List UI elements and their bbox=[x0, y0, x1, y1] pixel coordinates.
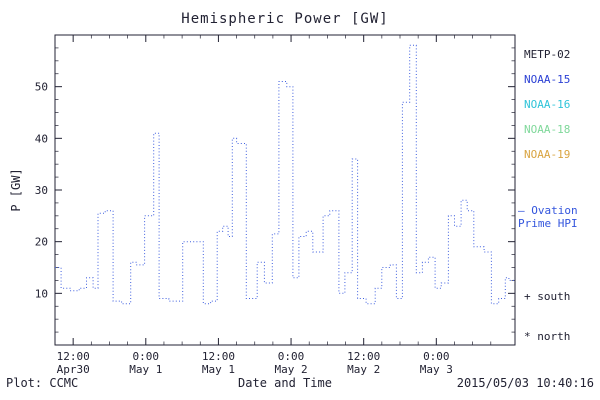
legend-item-noaa16: NOAA-16 bbox=[524, 98, 571, 111]
x-tick-date-label: May 1 bbox=[129, 363, 162, 376]
x-tick-date-label: Apr30 bbox=[57, 363, 90, 376]
x-tick-date-label: May 2 bbox=[274, 363, 307, 376]
plot-timestamp: 2015/05/03 10:40:16 bbox=[456, 376, 594, 390]
legend: METP-02 NOAA-15 NOAA-16 NOAA-18 NOAA-19 bbox=[524, 42, 570, 167]
ovation-line-sample: — Ovation bbox=[518, 204, 578, 217]
x-tick-time-label: 0:00 bbox=[423, 350, 450, 363]
y-tick-label: 50 bbox=[35, 81, 48, 94]
legend-item-noaa18: NOAA-18 bbox=[524, 123, 571, 136]
south-marker-label: + south bbox=[524, 290, 571, 303]
x-tick-date-label: May 2 bbox=[347, 363, 380, 376]
hpi-step-line bbox=[55, 44, 515, 305]
ovation-prime-hpi-label: — Ovation Prime HPI bbox=[518, 204, 578, 230]
chart-title: Hemispheric Power [GW] bbox=[181, 11, 389, 27]
x-tick-date-label: May 3 bbox=[420, 363, 453, 376]
y-axis-label: P [GW] bbox=[9, 168, 23, 212]
x-tick-time-label: 12:00 bbox=[202, 350, 235, 363]
y-tick-label: 30 bbox=[35, 184, 48, 197]
legend-item-metp02: METP-02 bbox=[524, 48, 571, 61]
x-tick-date-label: May 1 bbox=[202, 363, 235, 376]
y-tick-label: 10 bbox=[35, 287, 48, 300]
x-tick-time-label: 0:00 bbox=[278, 350, 305, 363]
x-tick-time-label: 12:00 bbox=[57, 350, 90, 363]
plot-source-label: Plot: CCMC bbox=[6, 376, 79, 390]
ovation-label-line2: Prime HPI bbox=[518, 217, 578, 230]
y-tick-label: 40 bbox=[35, 132, 48, 145]
x-axis-label: Date and Time bbox=[238, 376, 332, 390]
plot-frame bbox=[54, 34, 516, 346]
north-marker-label: * north bbox=[524, 330, 571, 343]
y-tick-label: 20 bbox=[35, 236, 48, 249]
legend-item-noaa15: NOAA-15 bbox=[524, 73, 571, 86]
legend-item-noaa19: NOAA-19 bbox=[524, 148, 571, 161]
x-tick-time-label: 12:00 bbox=[347, 350, 380, 363]
x-tick-time-label: 0:00 bbox=[133, 350, 160, 363]
